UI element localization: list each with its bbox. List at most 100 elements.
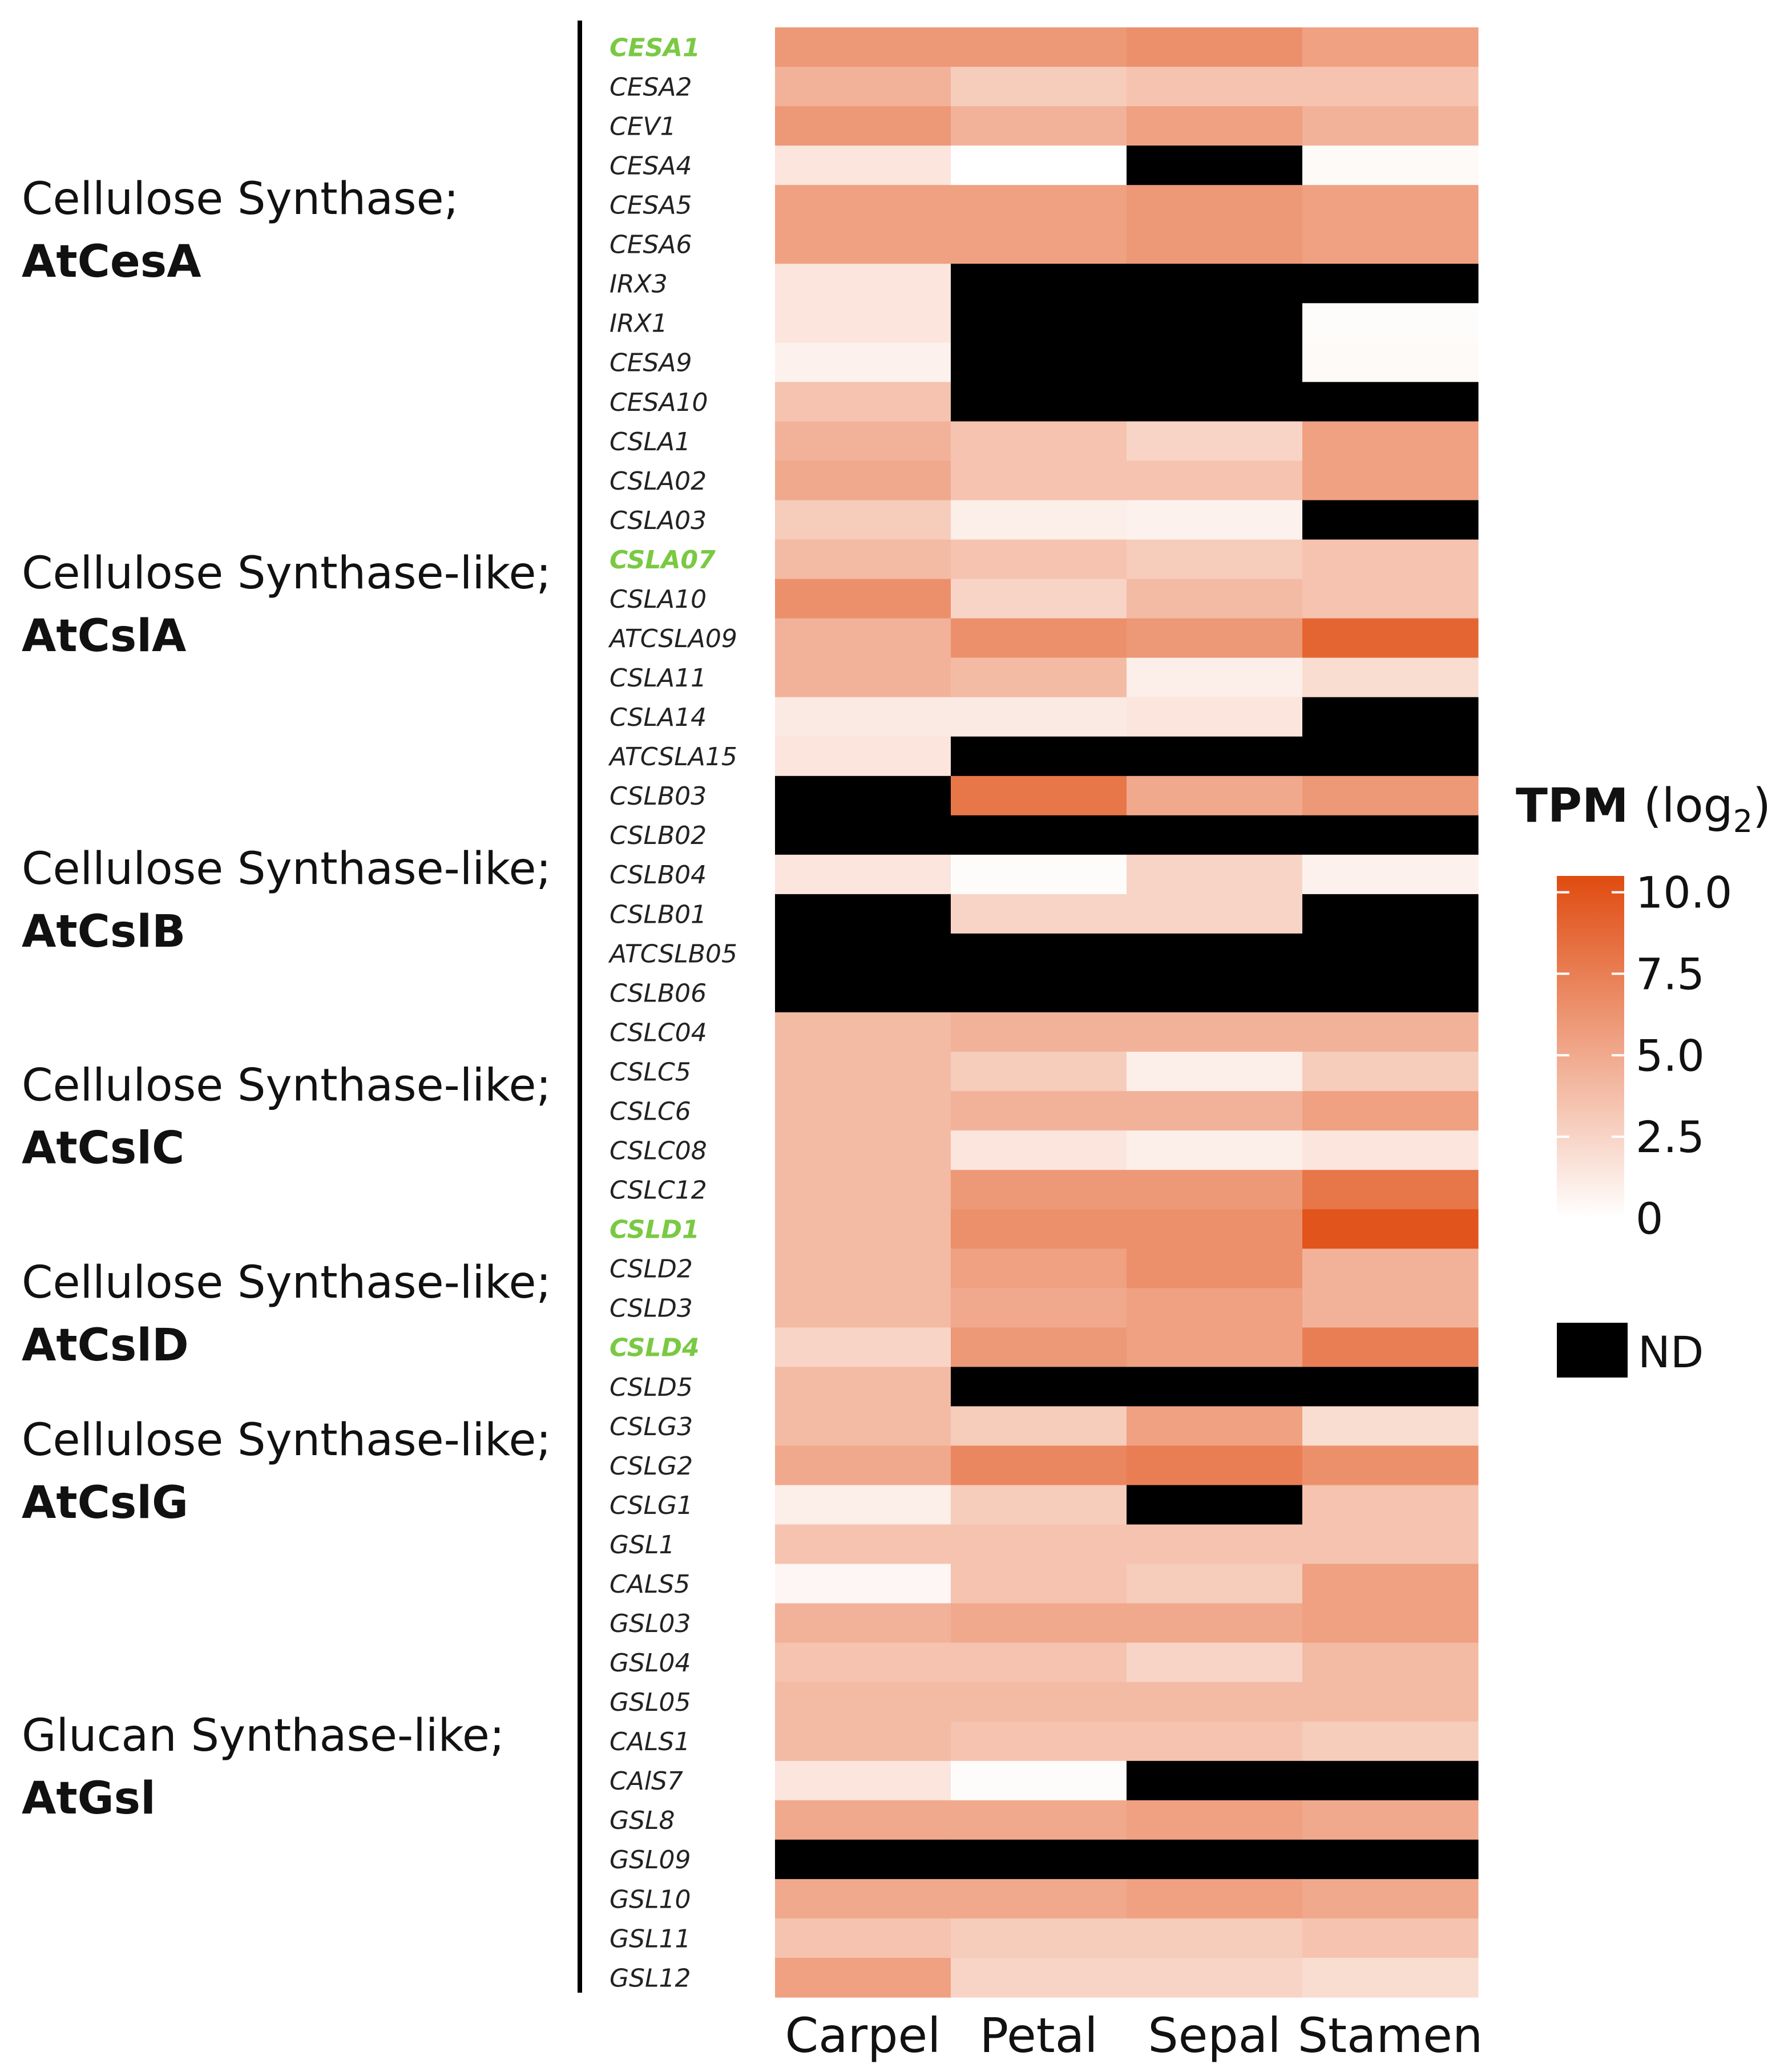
heatmap-cell-cev1-petal <box>951 106 1127 146</box>
heatmap-cell-csla02-sepal <box>1127 461 1303 500</box>
gene-label-csld5: CSLD5 <box>610 1373 693 1402</box>
heatmap-cell-csla03-stamen <box>1302 500 1479 540</box>
heatmap-cell-irx3-stamen <box>1302 264 1479 304</box>
legend-title-main: TPM <box>1516 779 1629 833</box>
heatmap-cell-csld4-stamen <box>1302 1327 1479 1367</box>
heatmap-cell-cesa1-stamen <box>1302 27 1479 67</box>
heatmap-cell-csld1-stamen <box>1302 1209 1479 1249</box>
legend-colorbar <box>1557 876 1624 1218</box>
gene-label-cals1: CALS1 <box>610 1727 690 1756</box>
heatmap-cell-csld5-stamen <box>1302 1367 1479 1407</box>
heatmap-cell-irx1-sepal <box>1127 303 1303 343</box>
heatmap-cell-gsl12-sepal <box>1127 1958 1303 1998</box>
heatmap-cell-cslc08-stamen <box>1302 1130 1479 1170</box>
x-axis-labels: Carpel Petal Sepal Stamen <box>785 2008 1483 2063</box>
heatmap-cell-cslc04-carpel <box>775 1012 951 1052</box>
heatmap-cell-atcsla09-sepal <box>1127 618 1303 659</box>
gene-label-cesa9: CESA9 <box>610 349 692 378</box>
gene-label-csla11: CSLA11 <box>610 664 707 693</box>
heatmap-cell-cslc08-carpel <box>775 1130 951 1170</box>
heatmap-cell-gsl8-stamen <box>1302 1800 1479 1840</box>
group-label-atcslg: AtCslG <box>22 1477 188 1529</box>
heatmap-cell-cslb03-stamen <box>1302 776 1479 816</box>
heatmap-cell-csla03-sepal <box>1127 500 1303 540</box>
heatmap-cell-csld2-petal <box>951 1249 1127 1289</box>
heatmap-cell-cals7-sepal <box>1127 1760 1303 1801</box>
group-label-atgsl: AtGsl <box>22 1773 156 1824</box>
heatmap-cell-cesa9-petal <box>951 342 1127 382</box>
group-label-atcsld: AtCslD <box>22 1320 189 1371</box>
heatmap-cell-cesa2-stamen <box>1302 67 1479 107</box>
heatmap-cell-cslc12-sepal <box>1127 1170 1303 1210</box>
heatmap-cell-gsl10-sepal <box>1127 1879 1303 1919</box>
heatmap-cell-gsl09-petal <box>951 1839 1127 1880</box>
heatmap-cell-csla10-sepal <box>1127 579 1303 619</box>
heatmap-cell-atcsla15-stamen <box>1302 736 1479 777</box>
heatmap-cell-cals1-petal <box>951 1721 1127 1762</box>
heatmap-cell-cslc6-sepal <box>1127 1091 1303 1131</box>
heatmap-cell-gsl11-petal <box>951 1918 1127 1958</box>
heatmap-cell-cev1-sepal <box>1127 106 1303 146</box>
heatmap-cell-cslc08-petal <box>951 1130 1127 1170</box>
group-label-atcslc-family: Cellulose Synthase-like; <box>22 1060 551 1112</box>
heatmap-cell-gsl04-petal <box>951 1642 1127 1683</box>
heatmap-cell-csla14-carpel <box>775 697 951 737</box>
heatmap-cell-csla07-carpel <box>775 539 951 580</box>
group-label-atcslg-family: Cellulose Synthase-like; <box>22 1415 551 1466</box>
gene-label-csld4: CSLD4 <box>610 1334 700 1363</box>
heatmap-cell-cals1-stamen <box>1302 1721 1479 1762</box>
heatmap-cell-cslb02-petal <box>951 815 1127 855</box>
legend-tick-label: 7.5 <box>1636 948 1705 999</box>
heatmap-cell-gsl12-stamen <box>1302 1958 1479 1998</box>
heatmap-cell-cesa4-stamen <box>1302 146 1479 185</box>
heatmap-cell-cesa6-petal <box>951 224 1127 264</box>
heatmap-cell-cslg2-sepal <box>1127 1445 1303 1485</box>
heatmap-cell-csla03-carpel <box>775 500 951 540</box>
heatmap-cell-gsl04-stamen <box>1302 1642 1479 1683</box>
heatmap-cell-gsl11-carpel <box>775 1918 951 1958</box>
gene-label-cslg1: CSLG1 <box>610 1491 693 1520</box>
gene-label-cesa2: CESA2 <box>610 72 692 102</box>
gene-label-gsl1: GSL1 <box>610 1530 675 1560</box>
gene-label-cals7: CAlS7 <box>610 1767 683 1796</box>
heatmap-cell-gsl8-sepal <box>1127 1800 1303 1840</box>
heatmap-cell-cals7-petal <box>951 1760 1127 1801</box>
heatmap-cell-cslg1-carpel <box>775 1485 951 1525</box>
heatmap-cell-irx3-carpel <box>775 264 951 304</box>
heatmap-cell-cslb01-stamen <box>1302 894 1479 934</box>
gene-label-atcslb05: ATCSLB05 <box>608 939 737 968</box>
gene-labels: CESA1 CESA2 CEV1 CESA4 CESA5 CESA6 IRX3 IRX1 CES… <box>608 33 737 1993</box>
heatmap-cell-csla07-stamen <box>1302 539 1479 580</box>
heatmap-cell-cslg2-petal <box>951 1445 1127 1485</box>
heatmap-cell-gsl09-carpel <box>775 1839 951 1880</box>
heatmap-cell-irx3-sepal <box>1127 264 1303 304</box>
heatmap-cell-cslg3-carpel <box>775 1406 951 1446</box>
gene-label-csla07: CSLA07 <box>610 546 716 575</box>
heatmap-cell-cslg2-stamen <box>1302 1445 1479 1485</box>
heatmap-cell-cesa1-carpel <box>775 27 951 67</box>
heatmap-cell-csld5-petal <box>951 1367 1127 1407</box>
heatmap-cell-csld5-carpel <box>775 1367 951 1407</box>
heatmap-cell-cslg3-petal <box>951 1406 1127 1446</box>
heatmap-cell-cesa4-petal <box>951 146 1127 185</box>
heatmap-cell-irx1-carpel <box>775 303 951 343</box>
heatmap-cell-csla10-petal <box>951 579 1127 619</box>
heatmap-cell-atcsla15-petal <box>951 736 1127 777</box>
heatmap-cell-cslb01-carpel <box>775 894 951 934</box>
group-labels: Cellulose Synthase; AtCesA Cellulose Synth… <box>22 173 551 1824</box>
heatmap-cell-cesa10-stamen <box>1302 382 1479 422</box>
heatmap-cell-atcsla09-petal <box>951 618 1127 659</box>
gene-label-csla02: CSLA02 <box>610 467 707 496</box>
heatmap-cell-csla14-petal <box>951 697 1127 737</box>
heatmap-cell-atcslb05-carpel <box>775 933 951 974</box>
heatmap-cell-cesa4-carpel <box>775 146 951 185</box>
heatmap-cell-cslc12-petal <box>951 1170 1127 1210</box>
heatmap-cell-gsl1-petal <box>951 1524 1127 1565</box>
group-label-atcesa-family: Cellulose Synthase; <box>22 173 459 225</box>
heatmap-cell-cslb01-petal <box>951 894 1127 934</box>
heatmap-cell-cslc5-carpel <box>775 1052 951 1092</box>
gene-label-gsl05: GSL05 <box>610 1688 691 1717</box>
heatmap-cell-cals5-carpel <box>775 1564 951 1604</box>
heatmap-cell-cslc6-petal <box>951 1091 1127 1131</box>
